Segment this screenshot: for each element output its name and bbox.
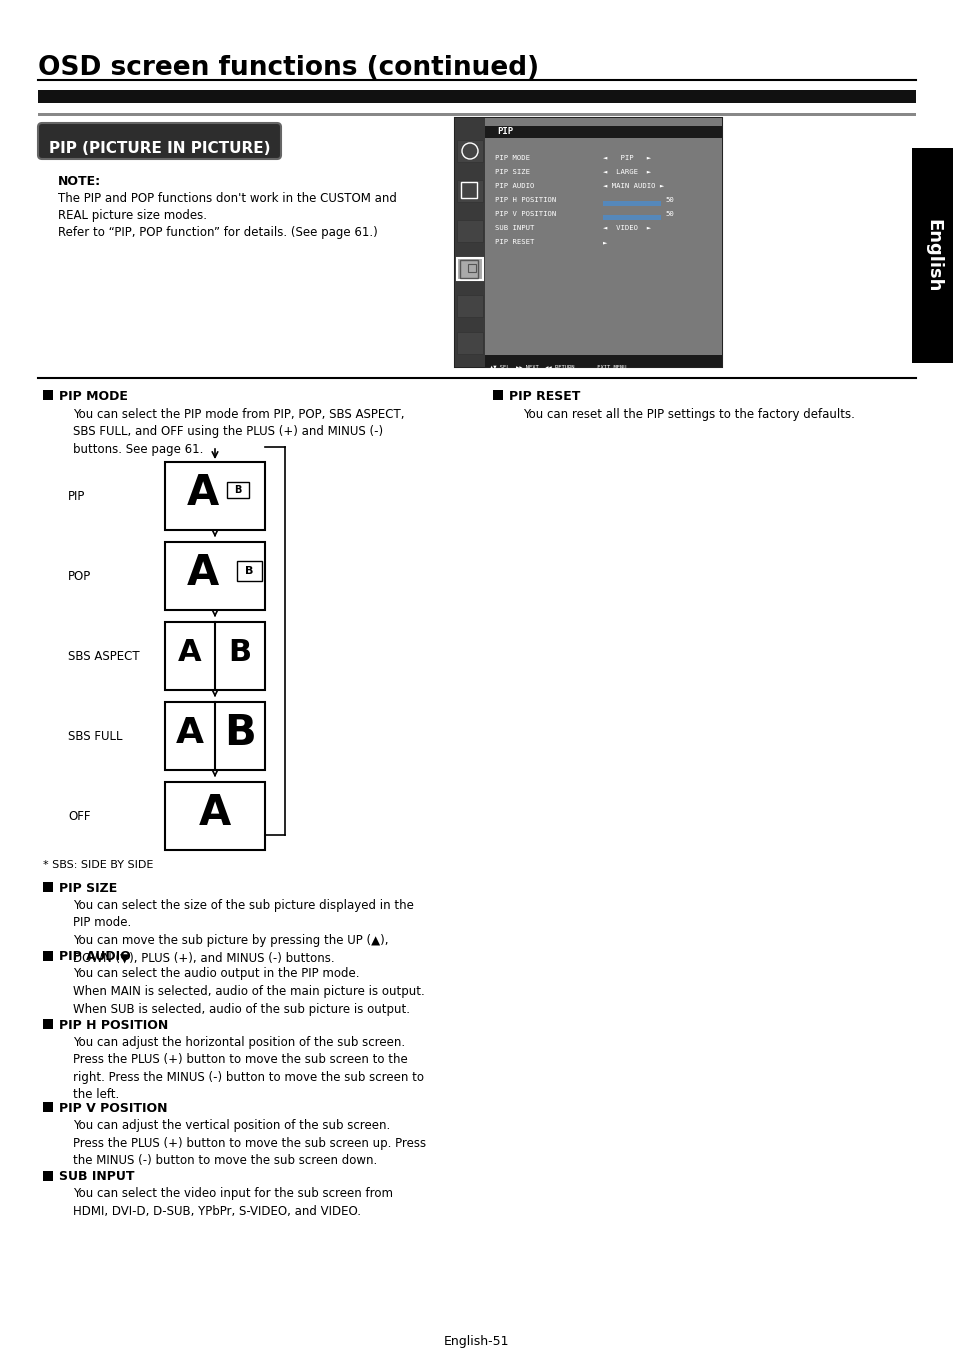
Bar: [43, 1102, 53, 1112]
Text: The PIP and POP functions don't work in the CUSTOM and: The PIP and POP functions don't work in …: [58, 192, 396, 205]
Bar: [456, 220, 482, 242]
Bar: [602, 215, 660, 220]
Text: NOTE:: NOTE:: [58, 176, 101, 188]
Text: REAL picture size modes.: REAL picture size modes.: [58, 209, 207, 221]
Text: PIP V POSITION: PIP V POSITION: [495, 211, 556, 217]
Text: SUB INPUT: SUB INPUT: [59, 1170, 134, 1184]
Text: PIP V POSITION: PIP V POSITION: [59, 1102, 168, 1115]
Text: You can select the size of the sub picture displayed in the
PIP mode.
You can mo: You can select the size of the sub pictu…: [73, 899, 414, 964]
Text: A: A: [178, 639, 202, 667]
Text: B: B: [228, 639, 252, 667]
Text: PIP: PIP: [68, 490, 85, 502]
Text: SBS FULL: SBS FULL: [68, 729, 122, 742]
Text: ◄  LARGE  ►: ◄ LARGE ►: [602, 169, 651, 176]
Text: You can select the PIP mode from PIP, POP, SBS ASPECT,
SBS FULL, and OFF using t: You can select the PIP mode from PIP, PO…: [73, 408, 404, 456]
Bar: [165, 462, 265, 531]
Text: B: B: [224, 711, 255, 753]
Bar: [38, 113, 915, 116]
Bar: [236, 562, 262, 580]
Text: SBS ASPECT: SBS ASPECT: [68, 649, 139, 663]
Bar: [911, 148, 953, 363]
Bar: [493, 390, 502, 400]
Bar: [456, 332, 482, 354]
Bar: [43, 390, 53, 400]
Text: ▲▼ SEL  ►► NEXT  ◄◄ RETURN       EXIT MENU: ▲▼ SEL ►► NEXT ◄◄ RETURN EXIT MENU: [490, 364, 626, 370]
Text: * SBS: SIDE BY SIDE: * SBS: SIDE BY SIDE: [43, 860, 153, 869]
Bar: [456, 258, 482, 279]
Text: A: A: [187, 552, 219, 594]
Bar: [484, 117, 721, 367]
Text: PIP RESET: PIP RESET: [495, 239, 534, 244]
Text: English: English: [923, 219, 941, 292]
Bar: [165, 782, 265, 850]
Text: PIP MODE: PIP MODE: [59, 390, 128, 404]
Bar: [456, 296, 482, 317]
Bar: [455, 117, 484, 367]
Bar: [43, 882, 53, 892]
Text: PIP AUDIO: PIP AUDIO: [495, 184, 534, 189]
Bar: [468, 265, 476, 271]
Bar: [227, 482, 249, 498]
Text: A: A: [198, 791, 231, 833]
Text: PIP SIZE: PIP SIZE: [495, 169, 530, 176]
Text: You can select the video input for the sub screen from
HDMI, DVI-D, D-SUB, YPbPr: You can select the video input for the s…: [73, 1188, 393, 1218]
Text: PIP: PIP: [497, 127, 513, 136]
Text: ◄   PIP   ►: ◄ PIP ►: [602, 155, 651, 161]
Text: English-51: English-51: [444, 1335, 509, 1349]
Bar: [38, 90, 915, 103]
Text: ►: ►: [602, 239, 607, 244]
Text: B: B: [245, 566, 253, 576]
Bar: [43, 1170, 53, 1180]
Text: PIP AUDIO: PIP AUDIO: [59, 950, 131, 964]
Text: You can select the audio output in the PIP mode.
When MAIN is selected, audio of: You can select the audio output in the P…: [73, 968, 424, 1015]
Text: PIP MODE: PIP MODE: [495, 155, 530, 161]
Text: PIP H POSITION: PIP H POSITION: [495, 197, 556, 202]
Bar: [165, 702, 265, 769]
Text: 50: 50: [664, 211, 673, 217]
Text: A: A: [187, 471, 219, 513]
Text: OSD screen functions (continued): OSD screen functions (continued): [38, 55, 538, 81]
FancyBboxPatch shape: [38, 123, 281, 159]
Bar: [484, 355, 721, 367]
Text: You can reset all the PIP settings to the factory defaults.: You can reset all the PIP settings to th…: [522, 408, 854, 421]
Text: OFF: OFF: [68, 810, 91, 822]
Text: PIP RESET: PIP RESET: [509, 390, 579, 404]
Text: SUB INPUT: SUB INPUT: [495, 225, 534, 231]
Bar: [459, 261, 477, 278]
Bar: [460, 182, 476, 198]
Text: B: B: [234, 486, 241, 495]
Text: You can adjust the vertical position of the sub screen.
Press the PLUS (+) butto: You can adjust the vertical position of …: [73, 1119, 426, 1166]
Bar: [456, 140, 482, 162]
Text: PIP (PICTURE IN PICTURE): PIP (PICTURE IN PICTURE): [50, 140, 271, 157]
Text: You can adjust the horizontal position of the sub screen.
Press the PLUS (+) but: You can adjust the horizontal position o…: [73, 1035, 423, 1102]
Bar: [484, 126, 721, 138]
Bar: [165, 622, 265, 690]
Bar: [602, 201, 660, 207]
Bar: [455, 117, 721, 367]
Bar: [43, 1019, 53, 1029]
Text: POP: POP: [68, 570, 91, 582]
Bar: [165, 541, 265, 610]
Bar: [456, 180, 482, 202]
Text: PIP H POSITION: PIP H POSITION: [59, 1019, 168, 1031]
Text: 50: 50: [664, 197, 673, 202]
Text: A: A: [175, 716, 204, 749]
Text: ◄ MAIN AUDIO ►: ◄ MAIN AUDIO ►: [602, 184, 663, 189]
Text: ◄  VIDEO  ►: ◄ VIDEO ►: [602, 225, 651, 231]
Text: PIP SIZE: PIP SIZE: [59, 882, 117, 895]
Bar: [43, 950, 53, 960]
Text: Refer to “PIP, POP function” for details. (See page 61.): Refer to “PIP, POP function” for details…: [58, 225, 377, 239]
